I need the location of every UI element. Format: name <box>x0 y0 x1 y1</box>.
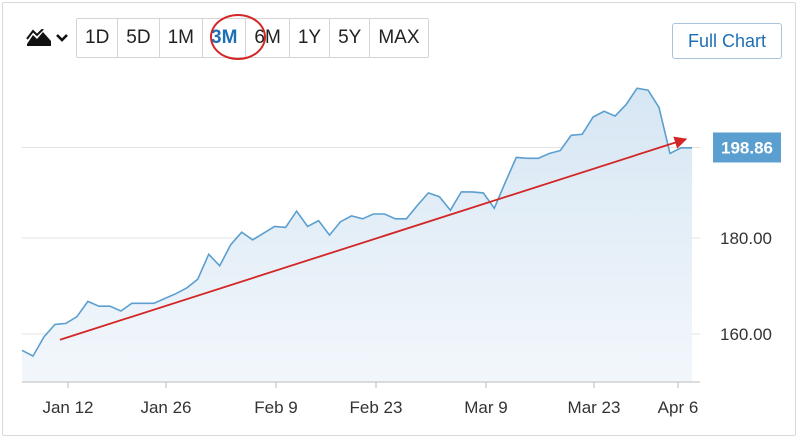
y-tick-label: 160.00 <box>720 325 772 344</box>
x-tick-label: Apr 6 <box>658 398 699 417</box>
range-button-3m[interactable]: 3M <box>202 19 246 57</box>
x-tick-label: Mar 23 <box>568 398 621 417</box>
chart-toolbar: 1D 5D 1M 3M 6M 1Y 5Y MAX <box>18 18 429 58</box>
full-chart-button[interactable]: Full Chart <box>672 23 782 59</box>
x-tick-label: Jan 12 <box>42 398 93 417</box>
trend-arrow <box>59 136 688 341</box>
range-button-1y[interactable]: 1Y <box>288 19 330 57</box>
price-area <box>22 88 692 382</box>
x-tick-label: Mar 9 <box>464 398 507 417</box>
range-button-max[interactable]: MAX <box>369 19 428 57</box>
x-tick-label: Feb 9 <box>254 398 297 417</box>
range-selector: 1D 5D 1M 3M 6M 1Y 5Y MAX <box>76 18 429 58</box>
current-price-label: 198.86 <box>713 132 781 163</box>
chart-type-selector[interactable] <box>18 18 76 58</box>
range-button-1m[interactable]: 1M <box>158 19 202 57</box>
range-button-5d[interactable]: 5D <box>117 19 159 57</box>
y-tick-label: 180.00 <box>720 229 772 248</box>
svg-text:198.86: 198.86 <box>721 138 773 157</box>
x-tick-label: Jan 26 <box>140 398 191 417</box>
range-button-1d[interactable]: 1D <box>77 19 118 57</box>
price-line <box>21 87 692 358</box>
chevron-down-icon <box>55 34 68 42</box>
range-button-5y[interactable]: 5Y <box>329 19 370 57</box>
range-button-6m[interactable]: 6M <box>245 19 289 57</box>
mountain-chart-icon <box>25 29 51 46</box>
x-tick-label: Feb 23 <box>350 398 403 417</box>
